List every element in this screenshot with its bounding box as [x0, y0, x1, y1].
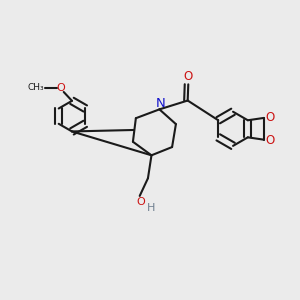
Text: O: O	[266, 111, 275, 124]
Text: CH₃: CH₃	[27, 83, 44, 92]
Text: O: O	[136, 197, 145, 207]
Text: H: H	[147, 203, 155, 213]
Text: O: O	[184, 70, 193, 83]
Text: N: N	[156, 97, 166, 110]
Text: O: O	[56, 82, 65, 93]
Text: O: O	[266, 134, 275, 147]
